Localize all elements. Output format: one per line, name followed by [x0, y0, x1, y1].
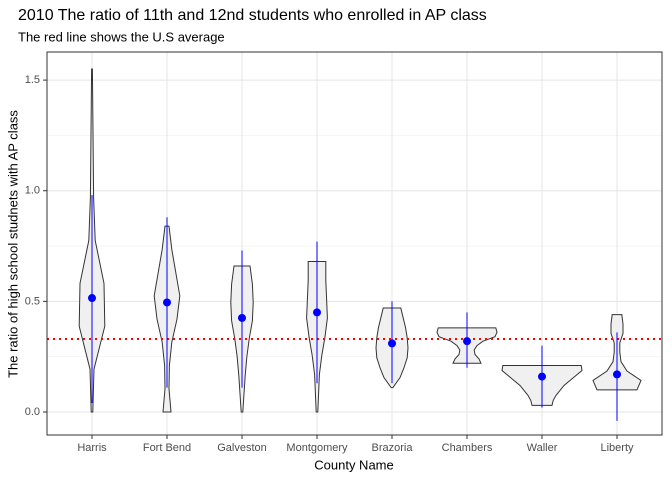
mean-point	[538, 372, 546, 381]
x-tick-label: Waller	[527, 442, 558, 454]
x-tick-label: Liberty	[600, 442, 634, 454]
y-tick-label: 1.5	[25, 74, 40, 86]
mean-point	[313, 308, 321, 317]
y-axis-label: The ratio of high school studnets with A…	[5, 110, 20, 378]
y-tick-label: 0.0	[25, 406, 40, 418]
plot-border	[46, 51, 663, 436]
y-tick-label: 1.0	[25, 185, 40, 197]
y-tick-label: 0.5	[25, 295, 40, 307]
x-axis-label: County Name	[314, 457, 393, 472]
x-tick-label: Brazoria	[372, 442, 414, 454]
mean-point	[238, 313, 246, 322]
chart-title: 2010 The ratio of 11th and 12nd students…	[18, 7, 487, 24]
mean-point	[388, 339, 396, 348]
mean-point	[613, 370, 621, 379]
mean-point	[463, 337, 471, 346]
x-tick-label: Fort Bend	[143, 442, 191, 454]
x-tick-label: Montgomery	[286, 442, 348, 454]
chart-subtitle: The red line shows the U.S average	[18, 29, 225, 44]
mean-point	[88, 294, 96, 303]
x-tick-label: Galveston	[217, 442, 267, 454]
x-tick-label: Chambers	[442, 442, 493, 454]
x-tick-label: Harris	[77, 442, 107, 454]
mean-point	[163, 298, 171, 307]
